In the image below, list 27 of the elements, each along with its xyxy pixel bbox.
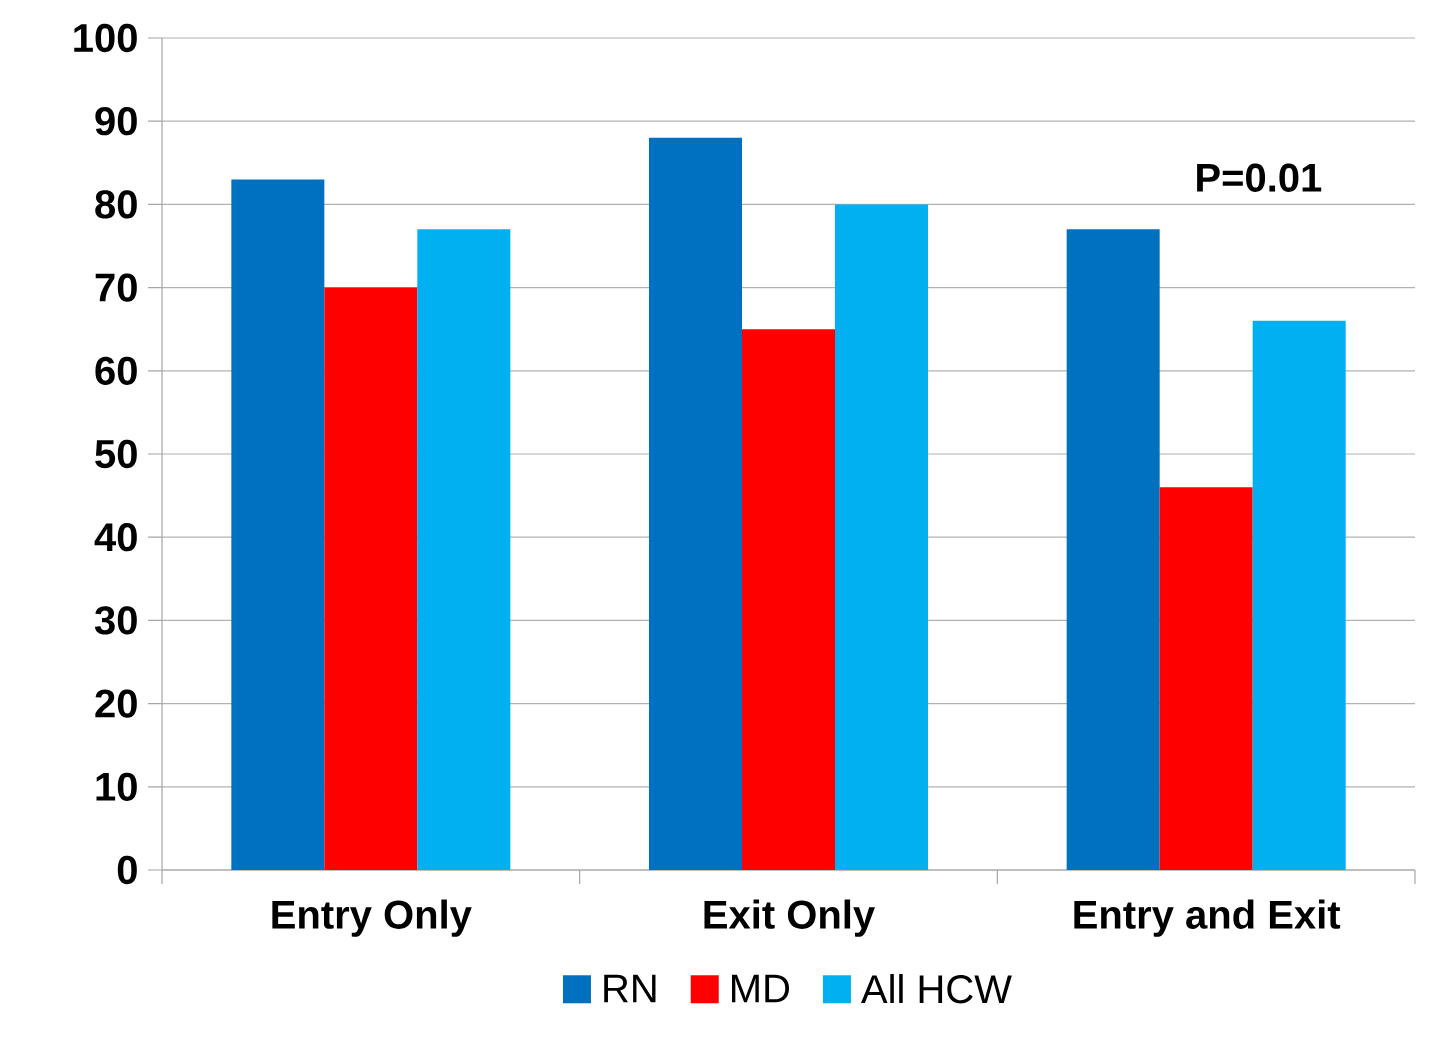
y-tick-label: 40 bbox=[94, 523, 137, 552]
bar bbox=[324, 287, 418, 870]
y-tick-label: 50 bbox=[95, 439, 137, 469]
y-tick-label: 70 bbox=[95, 273, 137, 302]
bar bbox=[231, 179, 325, 870]
bar bbox=[1159, 487, 1253, 870]
y-tick-label: 0 bbox=[117, 855, 137, 885]
x-tick-label: Entry Only bbox=[272, 899, 472, 937]
bar bbox=[1066, 229, 1160, 870]
bar bbox=[1252, 320, 1346, 870]
legend-label: All HCW bbox=[861, 974, 1012, 1004]
x-tick-label: Exit Only bbox=[704, 899, 875, 937]
bar bbox=[742, 329, 835, 870]
y-tick-label: 30 bbox=[94, 606, 137, 635]
y-tick-label: 10 bbox=[96, 772, 137, 801]
y-tick-label: 60 bbox=[95, 356, 137, 385]
legend-label: RN bbox=[604, 974, 656, 1003]
bar bbox=[649, 137, 742, 870]
annotation: P=0.01 bbox=[1197, 163, 1322, 192]
y-tick-label: 80 bbox=[95, 190, 137, 219]
bar bbox=[417, 229, 511, 870]
legend-label: MD bbox=[732, 974, 790, 1003]
y-tick-label: 90 bbox=[95, 107, 137, 136]
bar bbox=[835, 204, 928, 870]
y-tick-label: 20 bbox=[95, 689, 137, 718]
x-tick-label: Entry and Exit bbox=[1074, 899, 1341, 937]
y-tick-label: 100 bbox=[74, 23, 137, 53]
